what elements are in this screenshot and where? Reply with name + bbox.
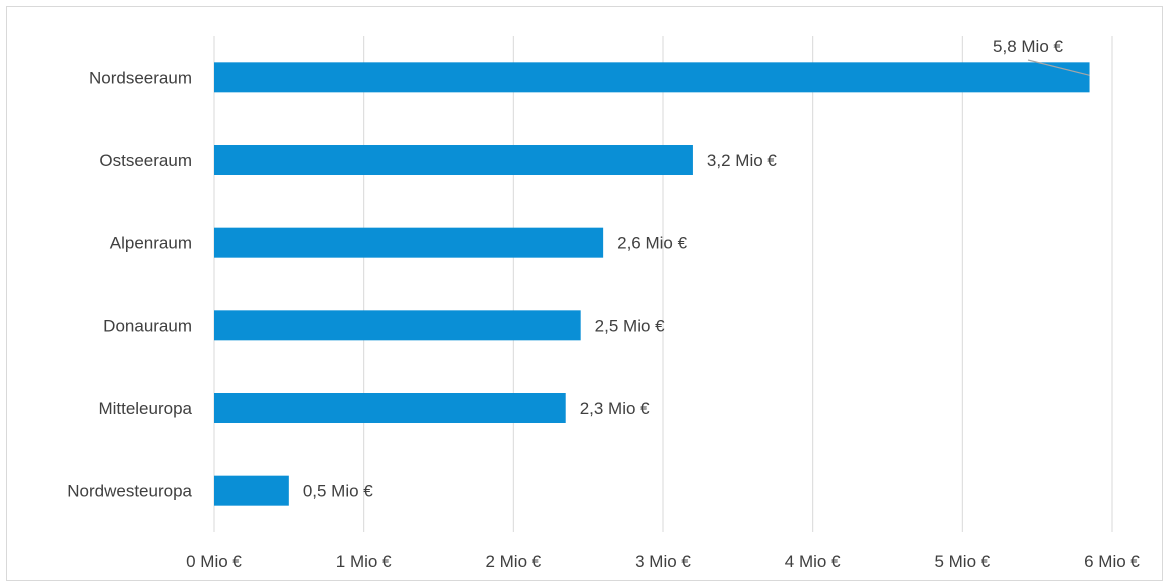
category-label: Donauraum [103, 316, 192, 335]
category-label: Alpenraum [110, 234, 192, 253]
leader-line [1027, 59, 1090, 76]
x-tick-label: 4 Mio € [785, 552, 841, 571]
bar-donauraum [214, 310, 581, 341]
category-label: Mitteleuropa [98, 399, 192, 418]
bar-ostseeraum [214, 145, 693, 175]
x-tick-label: 2 Mio € [485, 552, 541, 571]
data-label: 2,6 Mio € [617, 234, 687, 253]
bar-mitteleuropa [214, 393, 566, 423]
x-tick-label: 3 Mio € [635, 552, 691, 571]
category-label: Nordwesteuropa [67, 482, 192, 501]
data-label: 2,3 Mio € [580, 399, 650, 418]
x-tick-label: 6 Mio € [1084, 552, 1140, 571]
x-tick-label: 0 Mio € [186, 552, 242, 571]
bar-nordseeraum [214, 62, 1090, 93]
data-label: 3,2 Mio € [707, 151, 777, 170]
chart-frame [6, 6, 1163, 581]
bar-nordwesteuropa [214, 475, 289, 506]
category-label: Ostseeraum [99, 151, 192, 170]
data-label: 2,5 Mio € [595, 316, 665, 335]
data-label: 0,5 Mio € [303, 482, 373, 501]
data-label: 5,8 Mio € [993, 37, 1063, 56]
x-tick-label: 1 Mio € [336, 552, 392, 571]
bar-alpenraum [214, 227, 604, 258]
category-label: Nordseeraum [89, 68, 192, 87]
x-tick-label: 5 Mio € [934, 552, 990, 571]
